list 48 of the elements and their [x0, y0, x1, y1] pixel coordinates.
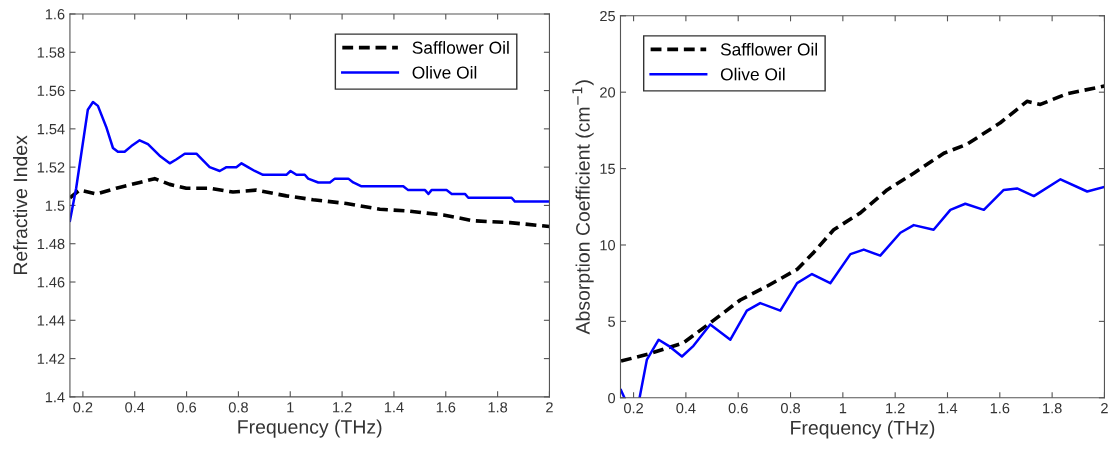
x-tick-label: 0.4 — [125, 402, 145, 413]
x-tick-label: 2 — [1101, 403, 1108, 414]
x-tick-label: 1.8 — [1043, 403, 1062, 414]
x-tick-label: 1.6 — [990, 403, 1010, 414]
y-tick-label: 0 — [608, 392, 616, 404]
x-tick-label: 0.8 — [780, 403, 801, 414]
y-tick-label: 15 — [600, 163, 616, 175]
x-tick-label: 0.6 — [177, 402, 197, 413]
y-tick-label: 1.42 — [37, 353, 65, 364]
y-tick-label: 1.5 — [45, 200, 65, 211]
y-tick-label: 1.46 — [37, 277, 65, 288]
y-axis-title: Absorption Coefficient (cm$^{−1}$) — [572, 80, 594, 335]
x-axis-title: Frequency (THz) — [791, 420, 935, 439]
y-axis-title: Refractive Index — [13, 135, 28, 275]
legend-label: Olive Oil — [412, 65, 477, 79]
x-tick-label: 0.4 — [676, 403, 696, 414]
y-tick-label: 1.4 — [45, 392, 65, 403]
y-tick-label: 1.58 — [37, 47, 65, 58]
x-tick-label: 2 — [546, 402, 553, 413]
x-tick-label: 1.4 — [938, 403, 958, 414]
y-tick-label: 1.54 — [37, 124, 65, 135]
y-tick-label: 25 — [600, 10, 616, 22]
y-tick-label: 10 — [600, 240, 616, 251]
legend-label: Olive Oil — [720, 67, 785, 81]
x-tick-label: 1.2 — [886, 403, 905, 414]
line-series — [69, 100, 550, 222]
y-tick-label: 5 — [608, 316, 616, 327]
x-tick-label: 1.8 — [488, 402, 508, 413]
line-series — [620, 84, 1105, 363]
legend-label: Safflower Oil — [412, 41, 509, 54]
y-tick-label: 1.6 — [45, 9, 65, 20]
x-tick-label: 0.2 — [73, 402, 93, 413]
y-tick-label: 1.48 — [37, 238, 65, 250]
x-tick-label: 1 — [287, 402, 294, 413]
x-tick-label: 0.6 — [728, 403, 748, 414]
line-series — [69, 176, 550, 229]
y-tick-label: 1.56 — [37, 85, 65, 96]
y-tick-label: 20 — [600, 87, 616, 98]
x-tick-label: 1.2 — [333, 402, 352, 413]
x-axis-title: Frequency (THz) — [238, 419, 382, 438]
x-tick-label: 0.8 — [228, 402, 248, 413]
x-tick-label: 1.6 — [436, 402, 456, 413]
x-tick-label: 0.2 — [624, 403, 643, 414]
x-tick-label: 1.4 — [384, 402, 404, 413]
y-tick-label: 1.44 — [37, 315, 65, 326]
legend-label: Safflower Oil — [720, 42, 818, 56]
y-tick-label: 1.52 — [37, 162, 65, 173]
x-tick-label: 1 — [839, 403, 847, 414]
